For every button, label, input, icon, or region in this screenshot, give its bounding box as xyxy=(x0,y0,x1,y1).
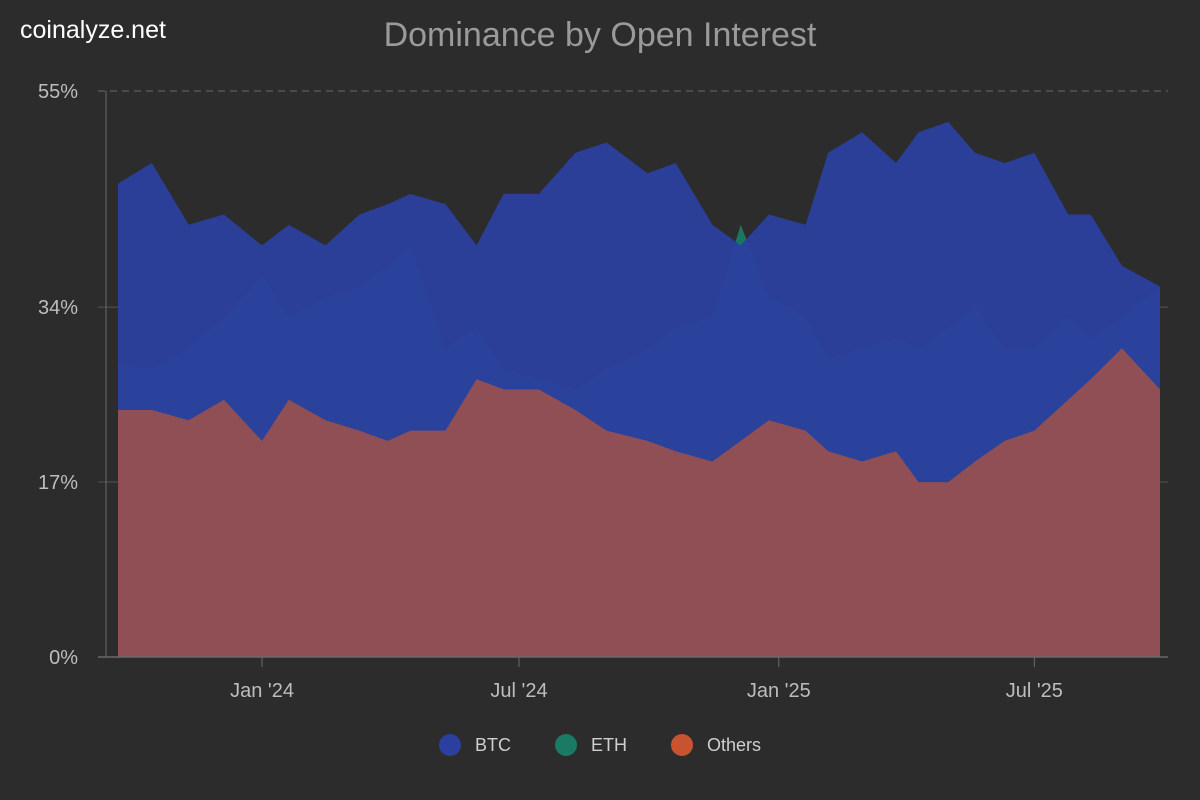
axis-layer xyxy=(98,91,1168,667)
legend-swatch-others xyxy=(670,734,693,756)
legend-item-btc[interactable]: BTC xyxy=(438,734,511,756)
area-series-others xyxy=(118,348,1160,657)
y-tick-label: 17% xyxy=(38,472,78,494)
legend-item-eth[interactable]: ETH xyxy=(554,734,627,756)
legend-label-btc: BTC xyxy=(474,734,511,755)
legend-label-others: Others xyxy=(706,734,762,755)
chart-legend: BTC ETH Others xyxy=(0,734,1200,756)
x-tick-label: Jan '25 xyxy=(747,680,811,702)
x-tick-label: Jan '24 xyxy=(230,680,294,702)
y-tick-label: 55% xyxy=(38,81,78,103)
area-layer xyxy=(118,121,1160,658)
y-tick-label: 0% xyxy=(49,647,78,669)
legend-swatch-eth xyxy=(554,734,577,756)
legend-swatch-btc xyxy=(438,734,461,756)
label-layer: 0% 17% 34% 55% Jan '24 Jul '24 Jan '25 Jul '25 xyxy=(38,81,1063,702)
chart-title: Dominance by Open Interest xyxy=(383,16,817,54)
brand-watermark: coinalyze.net xyxy=(20,16,166,44)
x-tick-label: Jul '25 xyxy=(1006,680,1063,702)
legend-item-others[interactable]: Others xyxy=(670,734,762,756)
x-tick-label: Jul '24 xyxy=(490,680,547,702)
legend-label-eth: ETH xyxy=(590,734,627,755)
y-tick-label: 34% xyxy=(38,297,78,319)
